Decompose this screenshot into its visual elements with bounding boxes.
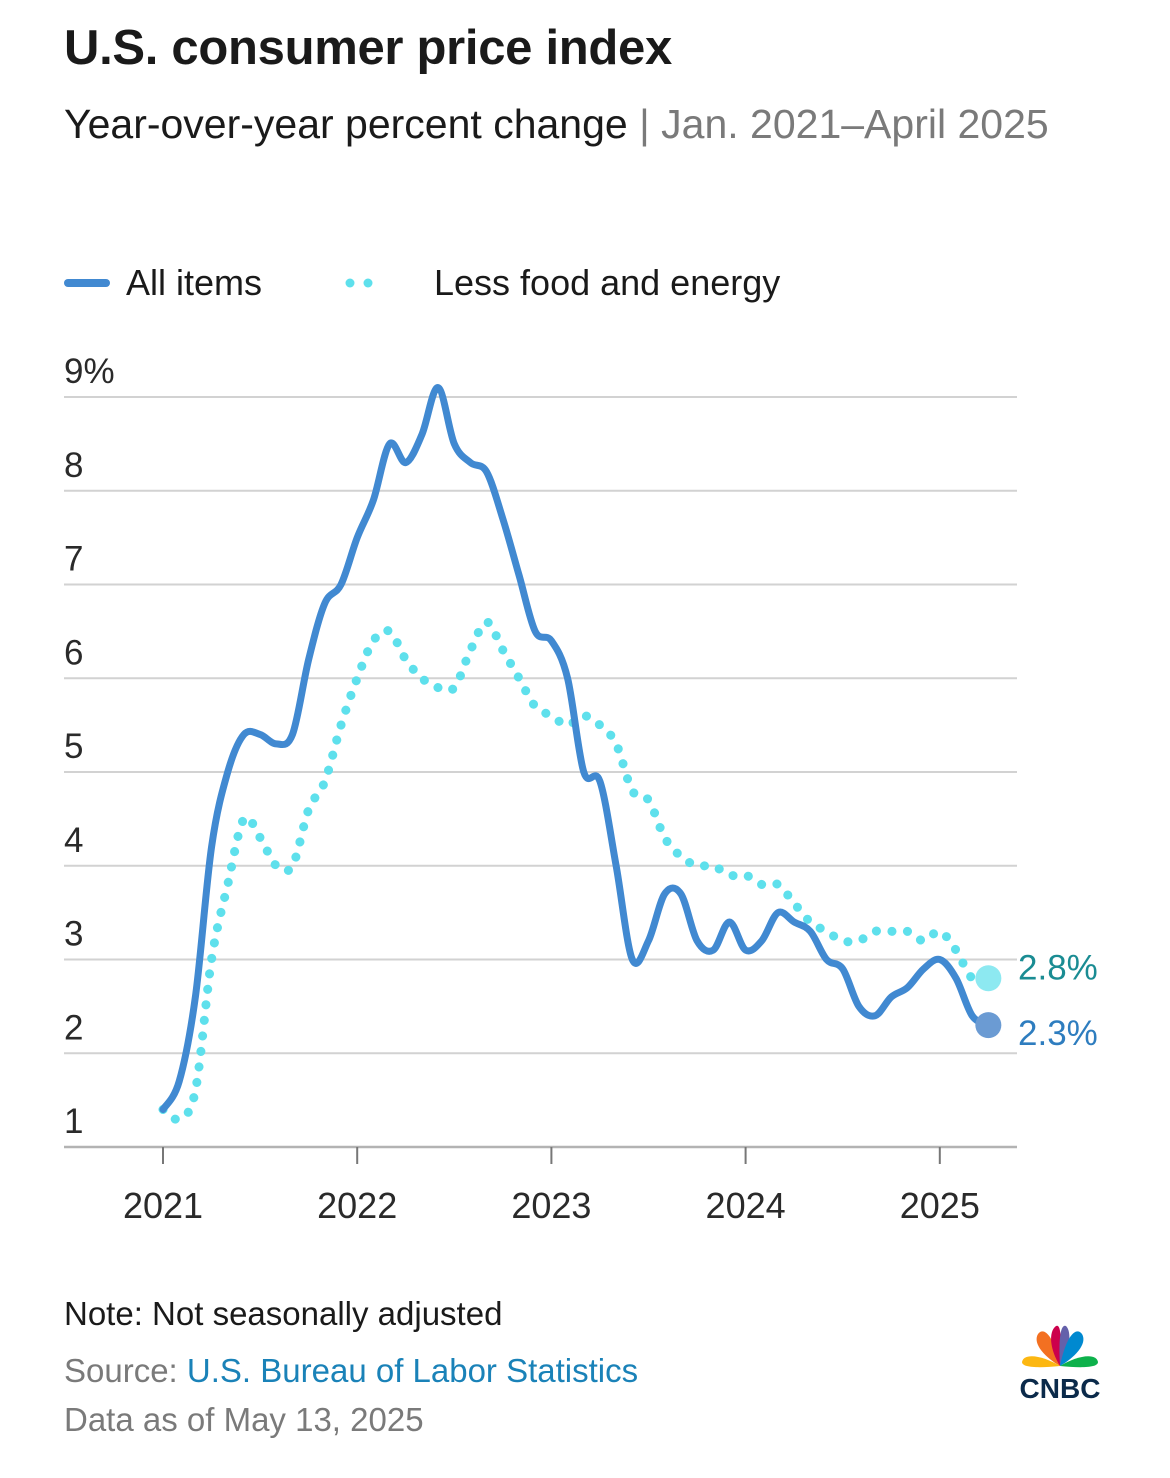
x-axis: [162, 1147, 941, 1164]
x-axis-tick-labels: 2021 2022 2023 2024 2025: [123, 1185, 980, 1226]
subtitle-main: Year-over-year percent change: [64, 101, 628, 147]
source-prefix: Source:: [64, 1352, 187, 1389]
legend-label-all-items: All items: [126, 262, 263, 303]
series-line-all-items: [159, 384, 992, 1113]
legend-label-core: Less food and energy: [434, 262, 781, 303]
logo-text: CNBC: [1020, 1373, 1101, 1402]
y-tick-label-3: 3: [64, 915, 83, 954]
nbc-peacock-icon: CNBC: [1020, 1325, 1101, 1402]
end-markers: 2.8% 2.3%: [975, 948, 1098, 1053]
subtitle-date-range: Jan. 2021–April 2025: [661, 101, 1049, 147]
gridlines: [64, 396, 1017, 1149]
end-marker-less-food-and-energy: [975, 965, 1002, 992]
x-tick-label-2025: 2025: [900, 1185, 980, 1226]
subtitle-separator: |: [627, 101, 662, 147]
y-axis-tick-labels: 9% 8 7 6 5 4 3 2 1: [64, 352, 115, 1141]
series-line-less-food-and-energy: [158, 617, 993, 1124]
y-tick-label-1: 1: [64, 1102, 83, 1141]
end-label-all-items: 2.3%: [1018, 1014, 1098, 1053]
y-tick-label-5: 5: [64, 727, 83, 766]
y-tick-label-4: 4: [64, 821, 83, 860]
chart-source: Source: U.S. Bureau of Labor Statistics: [64, 1352, 638, 1390]
line-chart: 9% 8 7 6 5 4 3 2 1 2021 2022 2023 2024 2025 2.8% 2.3%: [64, 352, 1098, 1226]
data-as-of: Data as of May 13, 2025: [64, 1401, 424, 1438]
x-tick-label-2023: 2023: [511, 1185, 591, 1226]
chart-note: Note: Not seasonally adjusted: [64, 1295, 503, 1332]
source-link[interactable]: U.S. Bureau of Labor Statistics: [186, 1352, 639, 1389]
legend-item-all-items: All items: [64, 262, 262, 304]
chart-subtitle: Year-over-year percent change | Jan. 202…: [64, 96, 1104, 152]
y-tick-label-7: 7: [64, 540, 83, 579]
legend-dotted-line-icon: [345, 278, 373, 288]
series-lines: [158, 384, 993, 1124]
y-tick-label-8: 8: [64, 446, 83, 485]
end-label-less-food-and-energy: 2.8%: [1018, 948, 1098, 987]
legend-solid-line-icon: [64, 279, 110, 287]
y-tick-label-6: 6: [64, 633, 83, 672]
y-tick-label-9: 9%: [64, 352, 115, 391]
x-tick-label-2022: 2022: [317, 1185, 397, 1226]
chart-title: U.S. consumer price index: [64, 21, 672, 75]
legend-item-core: Less food and energy: [342, 262, 780, 304]
x-tick-label-2024: 2024: [706, 1185, 786, 1226]
end-marker-all-items: [975, 1012, 1002, 1039]
x-tick-label-2021: 2021: [123, 1185, 203, 1226]
y-tick-label-2: 2: [64, 1008, 83, 1047]
